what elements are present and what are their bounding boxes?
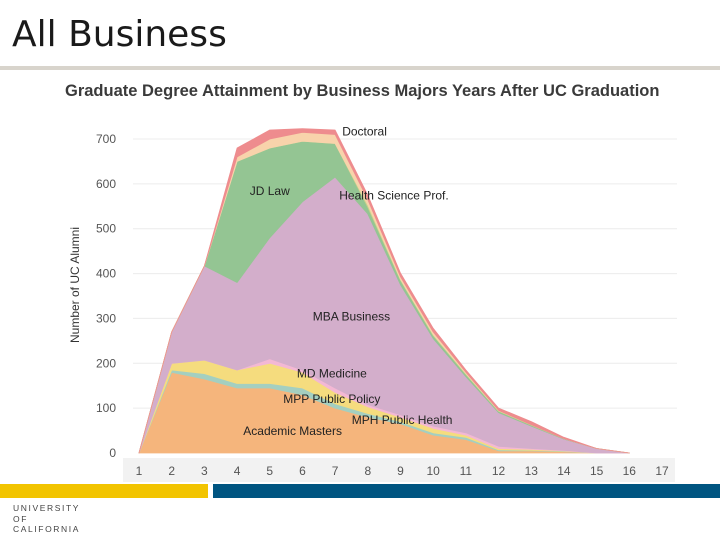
- area-label: Health Science Prof.: [339, 189, 448, 203]
- x-tick-label: 3: [201, 464, 208, 478]
- chart-title: Graduate Degree Attainment by Business M…: [65, 82, 660, 100]
- x-tick-label: 13: [525, 464, 539, 478]
- area-label: MBA Business: [313, 310, 390, 324]
- x-tick-label: 9: [397, 464, 404, 478]
- y-tick-label: 400: [96, 267, 116, 281]
- title-rule: [0, 66, 720, 70]
- x-tick-label: 10: [427, 464, 441, 478]
- x-tick-label: 2: [168, 464, 175, 478]
- y-axis-label: Number of UC Alumni: [68, 227, 82, 343]
- area-label: Doctoral: [342, 124, 387, 138]
- x-tick-label: 15: [590, 464, 604, 478]
- slide-title: All Business: [12, 14, 227, 55]
- x-tick-label: 6: [299, 464, 306, 478]
- logo-line-california: CALIFORNIA: [13, 524, 81, 534]
- footer-gold-bar: [0, 484, 208, 498]
- y-tick-label: 700: [96, 132, 116, 146]
- area-label: MPP Public Policy: [283, 392, 380, 406]
- footer-blue-bar: [213, 484, 720, 498]
- y-tick-label: 200: [96, 356, 116, 370]
- area-label: MD Medicine: [297, 367, 367, 381]
- x-tick-label: 7: [332, 464, 339, 478]
- uc-logo: UNIVERSITY OF CALIFORNIA: [13, 503, 80, 535]
- x-tick-label: 16: [623, 464, 637, 478]
- area-label: MPH Public Health: [352, 413, 453, 427]
- x-tick-label: 17: [655, 464, 669, 478]
- area-label: Academic Masters: [243, 424, 342, 438]
- y-tick-label: 0: [109, 446, 116, 460]
- x-axis-band: [123, 458, 675, 482]
- x-tick-label: 14: [557, 464, 571, 478]
- logo-line-university: UNIVERSITY: [13, 503, 81, 513]
- y-tick-label: 600: [96, 177, 116, 191]
- x-tick-label: 4: [234, 464, 241, 478]
- x-tick-label: 8: [364, 464, 371, 478]
- logo-line-of: OF: [13, 513, 29, 524]
- area-label: JD Law: [250, 184, 290, 198]
- area-doctoral: [138, 128, 630, 454]
- x-tick-label: 5: [266, 464, 273, 478]
- x-tick-label: 11: [460, 464, 473, 478]
- x-tick-label: 1: [136, 464, 143, 478]
- x-tick-label: 12: [492, 464, 506, 478]
- y-tick-label: 500: [96, 222, 116, 236]
- series-areas: [138, 128, 630, 454]
- y-tick-label: 100: [96, 401, 116, 415]
- area-labels: Doctoral JD Law Health Science Prof. MBA Bu…: [243, 124, 452, 438]
- y-tick-label: 300: [96, 311, 116, 325]
